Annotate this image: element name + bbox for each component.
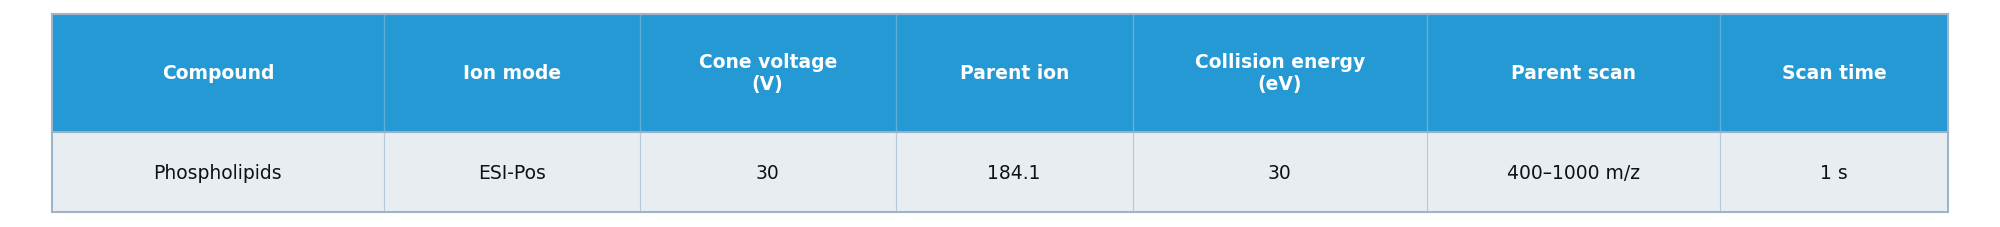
Text: 400–1000 m/z: 400–1000 m/z bbox=[1508, 163, 1640, 182]
Bar bbox=[52, 132, 384, 212]
Text: Parent scan: Parent scan bbox=[1512, 64, 1636, 83]
Bar bbox=[1132, 15, 1426, 132]
Bar bbox=[640, 15, 896, 132]
Text: 1 s: 1 s bbox=[1820, 163, 1848, 182]
Bar bbox=[52, 15, 384, 132]
Bar bbox=[1720, 15, 1948, 132]
Text: Phospholipids: Phospholipids bbox=[154, 163, 282, 182]
Bar bbox=[1426, 132, 1720, 212]
Bar bbox=[384, 132, 640, 212]
Bar bbox=[384, 15, 640, 132]
Bar bbox=[896, 132, 1132, 212]
Text: Compound: Compound bbox=[162, 64, 274, 83]
Bar bbox=[1132, 132, 1426, 212]
Text: Scan time: Scan time bbox=[1782, 64, 1886, 83]
Text: 30: 30 bbox=[1268, 163, 1292, 182]
Bar bbox=[640, 132, 896, 212]
Bar bbox=[1720, 132, 1948, 212]
Text: 184.1: 184.1 bbox=[988, 163, 1040, 182]
Text: 30: 30 bbox=[756, 163, 780, 182]
Text: Parent ion: Parent ion bbox=[960, 64, 1068, 83]
Bar bbox=[896, 15, 1132, 132]
Text: Cone voltage
(V): Cone voltage (V) bbox=[698, 53, 836, 94]
Text: Ion mode: Ion mode bbox=[462, 64, 560, 83]
Text: ESI-Pos: ESI-Pos bbox=[478, 163, 546, 182]
Bar bbox=[1426, 15, 1720, 132]
Text: Collision energy
(eV): Collision energy (eV) bbox=[1194, 53, 1364, 94]
